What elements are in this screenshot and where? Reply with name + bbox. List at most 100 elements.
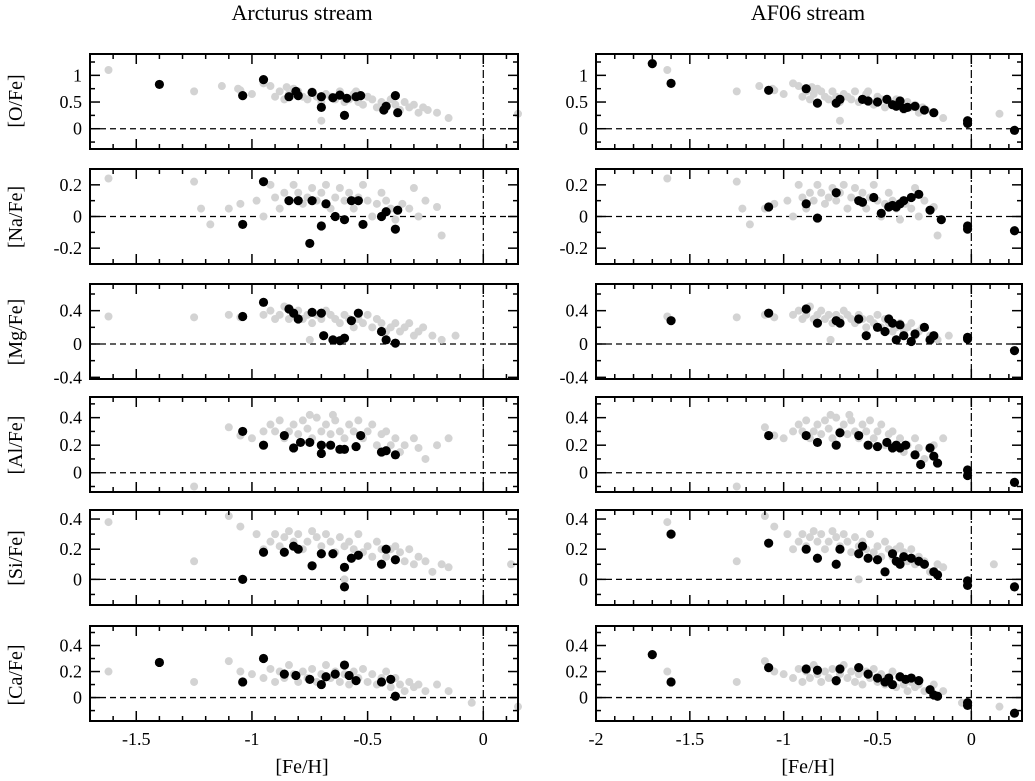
background-star-point (896, 434, 905, 443)
stream-star-point (910, 450, 920, 460)
background-star-point (789, 545, 798, 554)
stream-star-point (353, 196, 363, 206)
stream-star-point (919, 322, 930, 332)
stream-star-point (764, 85, 774, 95)
background-star-point (190, 677, 199, 686)
stream-star-point (812, 437, 823, 448)
y-tick-label: 0.4 (566, 509, 589, 529)
stream-star-point (861, 331, 871, 341)
y-tick-label: 0.4 (566, 408, 589, 428)
background-star-point (824, 193, 833, 202)
stream-star-point (238, 574, 248, 584)
y-tick-label: 0.2 (60, 435, 83, 455)
background-star-point (294, 430, 303, 439)
background-star-point (236, 199, 245, 208)
background-star-point (732, 557, 741, 566)
stream-star-point (857, 197, 868, 207)
stream-star-point (887, 679, 898, 690)
stream-star-point (390, 91, 400, 101)
background-star-point (363, 196, 372, 205)
background-star-point (437, 560, 446, 569)
stream-star-point (381, 101, 391, 111)
background-star-point (358, 180, 367, 189)
background-star-point (321, 661, 330, 670)
background-star-point (368, 95, 377, 104)
stream-star-point (339, 333, 350, 343)
background-star-point (805, 533, 814, 542)
stream-star-point (902, 102, 913, 112)
background-star-point (247, 90, 256, 99)
background-star-point (794, 306, 803, 315)
background-star-point (732, 482, 741, 491)
stream-star-point (346, 316, 357, 326)
background-star-point (303, 95, 312, 104)
background-star-point (817, 306, 826, 315)
stream-star-point (899, 331, 909, 341)
stream-star-point (258, 297, 269, 307)
background-star-point (382, 196, 391, 205)
background-star-point (813, 420, 822, 429)
stream-star-point (906, 553, 916, 563)
stream-star-point (258, 653, 269, 664)
background-star-point (843, 537, 852, 546)
background-star-point (907, 204, 916, 213)
background-star-point (854, 670, 863, 679)
background-star-point (862, 323, 871, 332)
background-star-point (396, 548, 405, 557)
stream-star-point (238, 677, 248, 687)
stream-star-point (238, 91, 248, 101)
background-star-point (271, 677, 280, 686)
stream-star-point (293, 544, 303, 554)
background-star-point (421, 687, 430, 696)
background-star-point (266, 306, 275, 315)
stream-star-point (328, 335, 338, 345)
background-star-point (862, 427, 871, 436)
background-star-point (839, 420, 848, 429)
background-star-point (789, 427, 798, 436)
background-star-point (368, 420, 377, 429)
stream-star-point (381, 446, 391, 456)
background-star-point (345, 680, 354, 689)
background-star-point (363, 427, 372, 436)
background-star-point (663, 667, 672, 676)
stream-star-point (929, 331, 939, 341)
background-star-point (843, 204, 852, 213)
background-star-point (294, 188, 303, 197)
stream-star-point (358, 219, 368, 230)
background-star-point (398, 199, 407, 208)
background-star-point (467, 698, 476, 707)
y-tick-label: 0.4 (566, 636, 589, 656)
y-tick-label: 0 (579, 207, 588, 227)
stream-star-point (929, 108, 939, 118)
col-title-arcturus: Arcturus stream (231, 0, 372, 25)
panel-grid: 00.5100.51-0.200.2-0.200.2-0.400.4-0.400… (54, 53, 1023, 749)
y-tick-label: 0.4 (60, 509, 83, 529)
background-star-point (944, 331, 953, 340)
background-star-point (881, 537, 890, 546)
y-tick-label: 0.2 (566, 435, 589, 455)
stream-star-point (666, 529, 676, 539)
background-star-point (437, 231, 446, 240)
stream-star-point (1009, 346, 1020, 356)
background-star-point (783, 196, 792, 205)
background-star-point (358, 664, 367, 673)
background-star-point (738, 204, 747, 213)
stream-star-point (962, 470, 973, 481)
background-star-point (444, 687, 453, 696)
stream-star-point (346, 196, 357, 206)
background-star-point (847, 667, 856, 676)
stream-star-point (887, 318, 898, 328)
stream-star-point (962, 118, 973, 128)
background-star-point (826, 335, 835, 344)
stream-star-point (376, 677, 387, 687)
background-star-point (298, 667, 307, 676)
background-star-point (271, 92, 280, 101)
background-star-point (414, 443, 423, 452)
background-star-point (104, 66, 113, 75)
background-star-point (312, 413, 321, 422)
x-tick-label: -0.5 (863, 729, 892, 749)
background-star-point (832, 196, 841, 205)
y-axis-label-si: [Si/Fe] (5, 530, 27, 586)
background-star-point (914, 443, 923, 452)
stream-star-point (863, 553, 873, 563)
